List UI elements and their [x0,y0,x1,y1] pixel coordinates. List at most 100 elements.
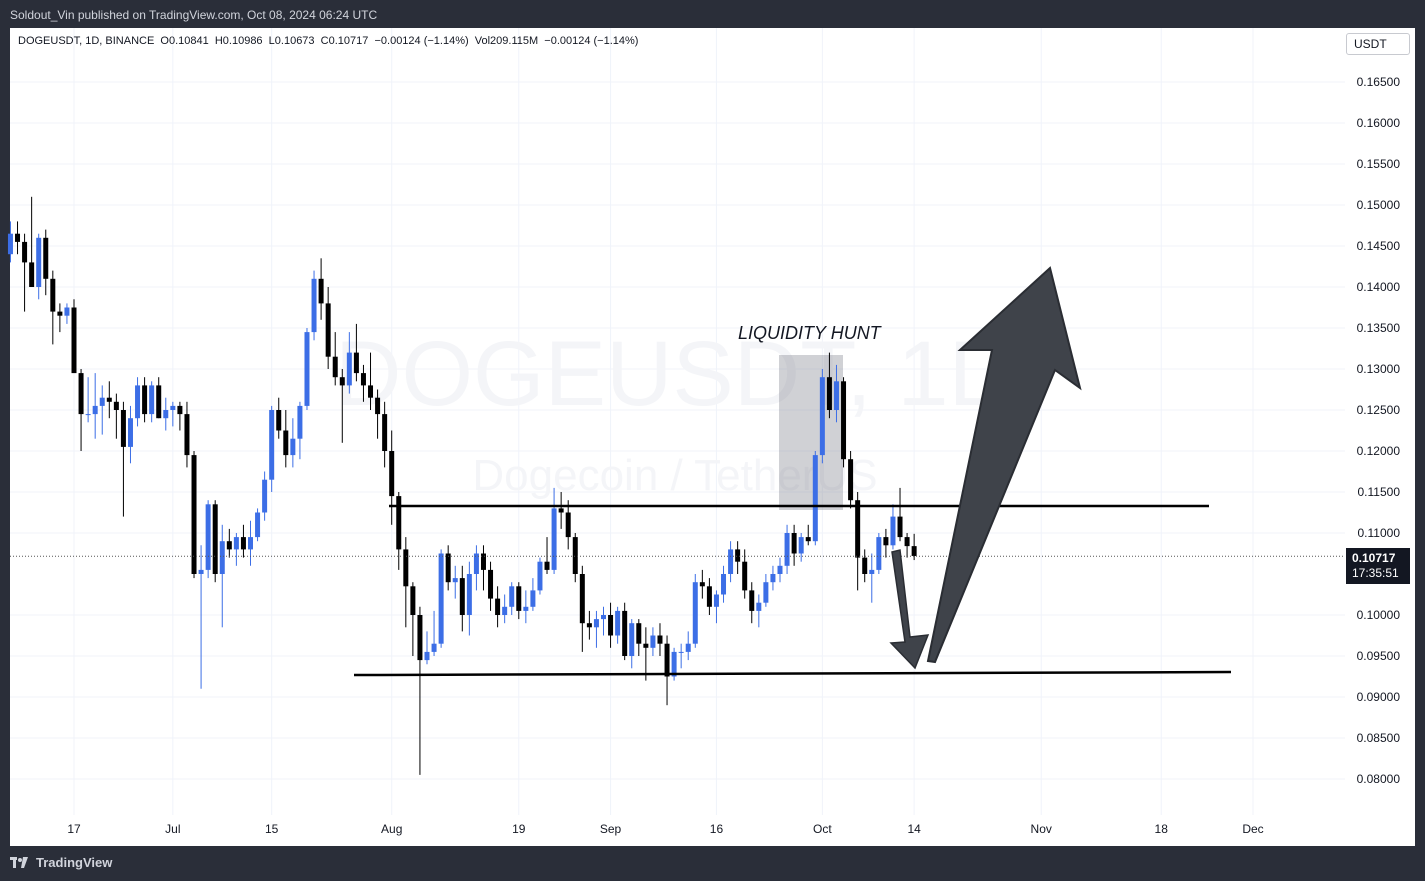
candle [410,582,416,656]
candle [170,401,176,427]
candle [593,610,599,648]
candle [841,377,847,468]
candle [311,270,317,341]
watermark-ticker: DOGEUSDT, 1D [335,323,1015,425]
candle-body [784,533,790,566]
candle [537,557,543,595]
x-tick-label: 19 [512,822,526,836]
candle-body [311,278,317,333]
candle [516,582,522,620]
candle-body [283,430,289,456]
candle [706,578,712,615]
candle [57,303,63,333]
candle-body [170,405,176,410]
candle-body [36,237,42,287]
candle-body [127,418,133,447]
candle-body [728,549,734,574]
candle-body [120,410,126,447]
candle [332,332,338,386]
candle [198,545,204,689]
support-line[interactable] [353,670,1232,677]
down-arrow[interactable] [889,549,930,670]
y-tick-label: 0.10000 [1357,608,1401,622]
liquidity-hunt-box [779,355,843,510]
candle [424,631,430,665]
candle-body [897,516,903,538]
candle [452,565,458,599]
candle [692,574,698,648]
candle [269,405,275,492]
candle-body [770,574,776,583]
candle [721,565,727,603]
candle-body [177,405,183,415]
candle-body [812,455,818,542]
candle-body [396,496,402,550]
candle [495,586,501,628]
candle-body [339,377,345,386]
candle-body [495,598,501,615]
candle [869,553,875,603]
candle-body [184,414,190,456]
y-tick-label: 0.11000 [1358,526,1401,540]
candle [699,569,705,599]
candle-body [558,508,564,513]
candle-body [650,635,656,648]
candle-body [389,451,395,497]
x-tick-label: 15 [265,822,279,836]
candle-body [269,410,275,480]
candle [120,401,126,517]
candle-body [516,586,522,611]
candle [636,619,642,656]
candle [177,401,183,431]
candle-body [671,651,677,677]
candle [685,631,691,661]
candle [360,364,366,402]
candle-body [163,410,169,419]
candle-body [106,397,112,402]
candle [911,533,917,561]
up-arrow[interactable] [926,266,1082,664]
candle-body [219,541,225,574]
y-tick-label: 0.16000 [1357,116,1401,130]
candle [403,537,409,628]
currency-button[interactable]: USDT [1346,33,1410,55]
candle [735,541,741,574]
candle [812,451,818,546]
y-tick-label: 0.11500 [1358,485,1401,499]
candle-body [615,610,621,636]
candle-body [78,373,84,415]
tradingview-logo[interactable]: TradingView [10,855,112,870]
candle-body [876,537,882,570]
candle [629,619,635,669]
candle [488,561,494,611]
candle [382,401,388,468]
candle-body [819,377,825,456]
tradingview-logo-icon [10,856,28,868]
candle-body [862,557,868,574]
x-tick-label: 18 [1155,822,1169,836]
candle-body [721,574,727,595]
candle-body [212,504,218,574]
candle-body [353,352,359,374]
candle-body [248,537,253,550]
candle-body [382,414,388,451]
x-axis[interactable]: 17 Jul 15 Aug 19 Sep 16 Oct 14 Nov 18 Dec [67,822,1263,836]
y-tick-label: 0.12500 [1357,403,1401,417]
y-axis[interactable]: 0.16500 0.16000 0.15500 0.15000 0.14500 0.140… [1357,75,1401,786]
candle-body [431,643,437,652]
candle-body [841,381,847,460]
candle [205,500,211,579]
candle-body [368,385,374,398]
candle [71,299,77,374]
candle-body [135,385,141,419]
candle-body [473,553,479,574]
candle-body [657,635,663,644]
candle [290,418,296,468]
candle-body [763,582,769,603]
candle-body [551,508,557,570]
candle [127,405,133,464]
candle-body [601,615,606,620]
candle-body [883,537,889,546]
candle [770,565,776,591]
candle-body [749,590,755,611]
